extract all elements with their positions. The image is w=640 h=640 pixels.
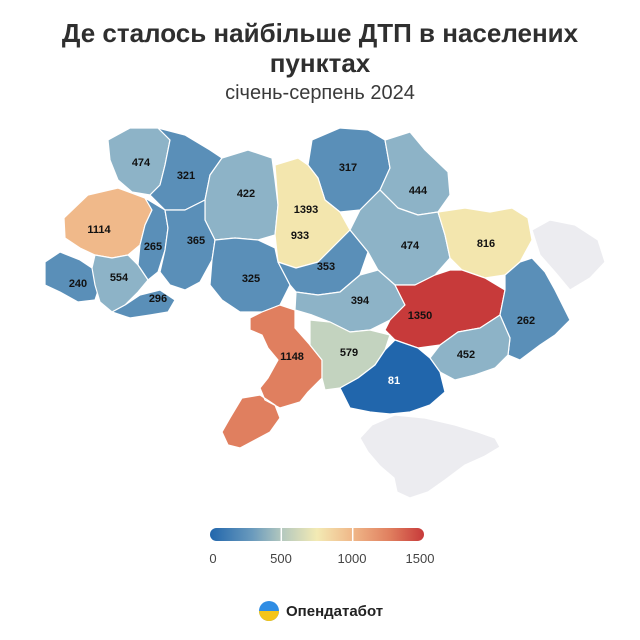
region-cherkasy bbox=[277, 229, 369, 296]
region-label-ivano-frankivsk: 554 bbox=[110, 272, 129, 284]
legend-tick-1000: 1000 bbox=[337, 551, 367, 566]
region-label-kherson: 81 bbox=[388, 375, 400, 387]
region-label-vinnytsia: 325 bbox=[242, 273, 260, 285]
region-label-kyiv-city: 1393 bbox=[294, 204, 318, 216]
region-label-chernihiv: 317 bbox=[339, 162, 357, 174]
no-data-east bbox=[531, 219, 606, 291]
region-label-poltava: 474 bbox=[401, 240, 420, 252]
region-label-kirovohrad: 394 bbox=[351, 295, 370, 307]
region-label-kyiv: 933 bbox=[291, 230, 309, 242]
brand-name: Опендатабот bbox=[286, 602, 384, 620]
page-title: Де сталось найбільше ДТП в населених пун… bbox=[61, 18, 579, 78]
brand-logo: Опендатабот bbox=[258, 600, 383, 622]
region-label-volyn: 474 bbox=[132, 157, 151, 169]
legend-tick-500: 500 bbox=[270, 551, 292, 566]
region-khmelnytskyi bbox=[159, 199, 216, 291]
region-label-ternopil: 265 bbox=[144, 241, 162, 253]
region-poltava bbox=[349, 189, 451, 286]
region-label-dnipropetrovsk: 1350 bbox=[408, 310, 432, 322]
region-label-sumy: 444 bbox=[409, 185, 428, 197]
region-label-cherkasy: 353 bbox=[317, 261, 335, 273]
region-label-kharkiv: 816 bbox=[477, 238, 495, 250]
legend-tick-1500: 1500 bbox=[405, 551, 435, 566]
region-label-zhytomyr: 422 bbox=[237, 188, 255, 200]
legend-bar bbox=[210, 528, 424, 541]
legend-tick-0: 0 bbox=[209, 551, 217, 566]
region-ivano-frankivsk bbox=[91, 254, 149, 313]
region-chernivtsi bbox=[111, 289, 176, 319]
region-label-zaporizhzhia: 452 bbox=[457, 349, 475, 361]
page-subtitle: січень-серпень 2024 bbox=[225, 82, 415, 104]
region-label-chernivtsi: 296 bbox=[149, 293, 167, 305]
region-label-donetsk: 262 bbox=[517, 315, 535, 327]
region-label-mykolaiv: 579 bbox=[340, 347, 358, 359]
no-data-crimea bbox=[359, 414, 501, 499]
region-odesa bbox=[221, 304, 323, 449]
region-label-lviv: 1114 bbox=[87, 224, 111, 236]
brand-icon bbox=[259, 601, 279, 621]
region-kherson bbox=[339, 339, 446, 415]
region-label-khmelnytskyi: 365 bbox=[187, 235, 205, 247]
region-label-odesa: 1148 bbox=[280, 351, 304, 363]
region-label-rivne: 321 bbox=[177, 170, 195, 182]
region-label-zakarpattia: 240 bbox=[69, 278, 87, 290]
